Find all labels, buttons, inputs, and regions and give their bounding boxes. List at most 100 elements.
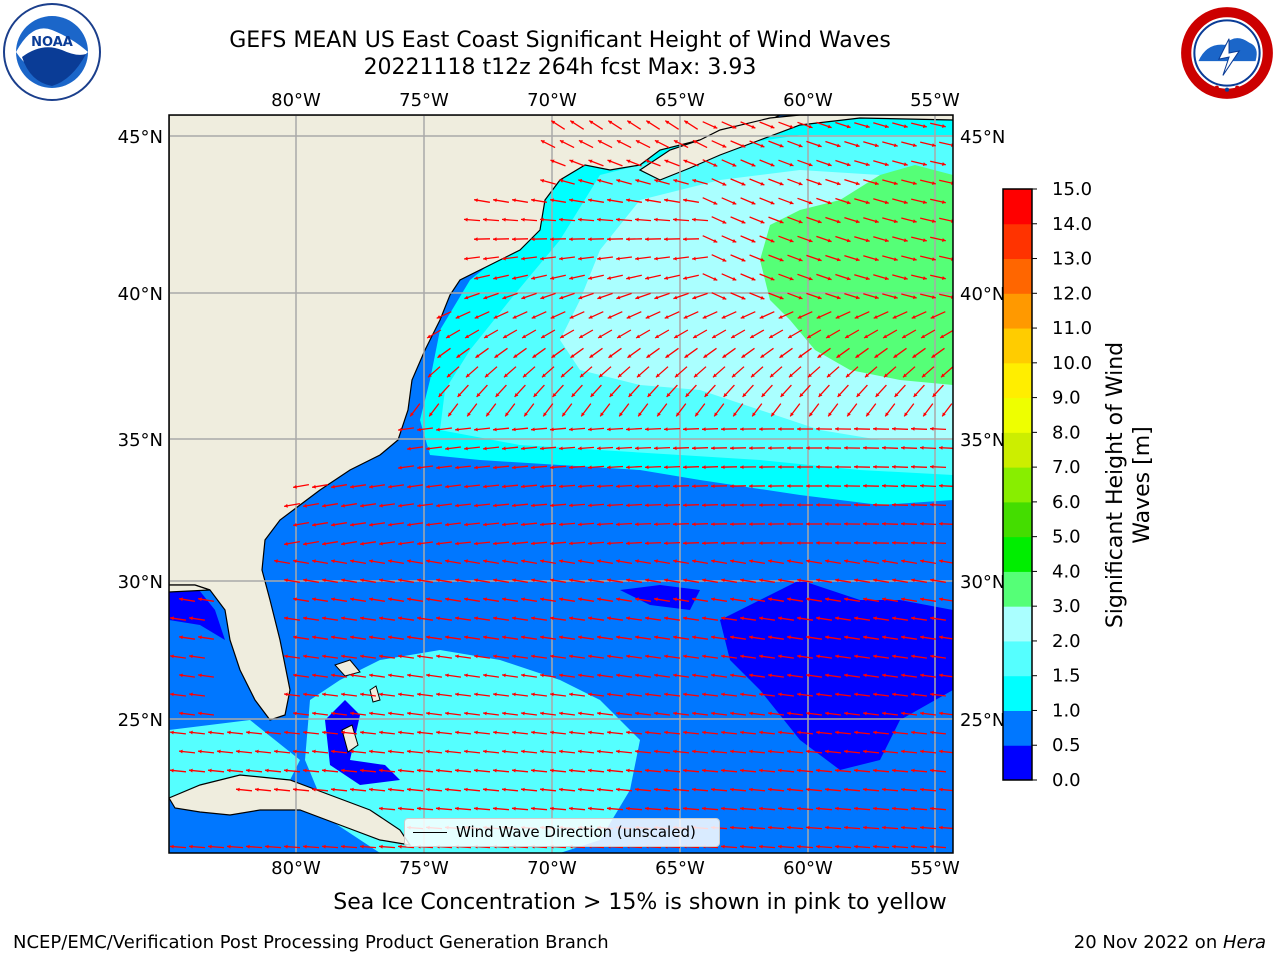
wave-direction-arrowhead xyxy=(930,654,934,659)
wave-direction-arrowhead xyxy=(607,654,611,659)
wave-direction-arrowhead xyxy=(654,673,658,678)
wave-direction-arrowhead xyxy=(778,768,782,773)
wave-direction-arrowhead xyxy=(255,787,259,792)
wave-direction-arrowhead xyxy=(227,844,231,849)
wave-direction-arrowhead xyxy=(787,787,791,792)
wave-direction-arrowhead xyxy=(730,711,734,716)
wave-direction-arrowhead xyxy=(455,692,459,697)
wave-direction-arrowhead xyxy=(768,673,772,678)
wave-direction-arrowhead xyxy=(616,484,620,489)
wave-direction-arrowhead xyxy=(331,484,335,489)
wave-direction-arrowhead xyxy=(616,711,620,716)
lat-tick-right: 40°N xyxy=(960,284,1005,305)
wave-direction-arrowhead xyxy=(931,354,936,358)
wave-direction-arrowhead xyxy=(741,354,746,358)
wave-direction-arrowhead xyxy=(646,120,651,125)
wave-direction-arrowhead xyxy=(749,559,753,564)
wave-direction-arrowhead xyxy=(426,673,430,678)
legend-line-sample xyxy=(413,832,447,833)
wave-direction-arrowhead xyxy=(844,484,848,488)
wave-direction-arrowhead xyxy=(931,257,936,261)
wave-direction-arrowhead xyxy=(702,503,706,508)
wave-direction-arrowhead xyxy=(732,125,737,129)
wave-direction-arrowhead xyxy=(797,578,801,583)
wave-direction-arrowhead xyxy=(920,749,924,754)
wave-direction-arrowhead xyxy=(883,334,888,338)
wave-direction-arrowhead xyxy=(673,673,677,678)
wave-direction-arrowhead xyxy=(417,730,421,735)
wave-direction-arrowhead xyxy=(760,143,765,148)
wave-direction-arrowhead xyxy=(654,559,658,564)
wave-direction-arrowhead xyxy=(531,503,535,508)
wave-direction-arrowhead xyxy=(588,541,592,546)
wave-direction-arrowhead xyxy=(932,393,937,397)
wave-direction-arrowhead xyxy=(474,730,478,735)
lon-tick-bottom: 60°W xyxy=(783,858,833,879)
wave-direction-arrowhead xyxy=(711,711,715,716)
wave-direction-arrowhead xyxy=(636,334,641,338)
wave-direction-arrowhead xyxy=(836,354,841,358)
wave-direction-arrowhead xyxy=(331,559,335,564)
wave-direction-arrowhead xyxy=(863,559,867,564)
wave-direction-arrowhead xyxy=(619,412,623,417)
wave-direction-arrowhead xyxy=(911,730,915,735)
wave-direction-arrowhead xyxy=(713,277,718,281)
wave-direction-arrowhead xyxy=(779,181,784,186)
colorbar-tick-label: 8.0 xyxy=(1052,422,1081,443)
wave-direction-arrowhead xyxy=(312,597,316,602)
wave-direction-arrowhead xyxy=(711,673,715,678)
wave-direction-arrowhead xyxy=(865,200,870,205)
wave-direction-arrowhead xyxy=(920,673,924,678)
wave-direction-arrowhead xyxy=(664,276,669,280)
wave-direction-arrowhead xyxy=(398,616,402,621)
wave-direction-arrowhead xyxy=(920,825,924,830)
wave-direction-arrowhead xyxy=(559,522,563,527)
wave-direction-arrowhead xyxy=(521,597,525,602)
wave-direction-arrowhead xyxy=(198,673,202,678)
wave-direction-arrowhead xyxy=(702,730,706,735)
wave-direction-arrowhead xyxy=(673,140,678,144)
wave-direction-arrowhead xyxy=(806,559,810,564)
wave-direction-arrowhead xyxy=(645,541,649,546)
wave-direction-arrowhead xyxy=(369,673,373,678)
wave-direction-arrowhead xyxy=(284,616,288,621)
wave-direction-arrowhead xyxy=(647,393,652,397)
wave-direction-arrowhead xyxy=(882,787,886,792)
wave-direction-arrowhead xyxy=(721,427,725,431)
wave-direction-arrowhead xyxy=(597,179,602,183)
wave-direction-arrowhead xyxy=(884,276,889,281)
wave-direction-arrowhead xyxy=(873,692,877,697)
wave-direction-arrowhead xyxy=(780,393,785,397)
colorbar-segment xyxy=(1003,293,1032,329)
wave-direction-arrowhead xyxy=(483,635,487,640)
wave-direction-arrowhead xyxy=(751,373,755,378)
wave-direction-arrowhead xyxy=(407,787,411,792)
wave-direction-arrowhead xyxy=(493,237,497,242)
wave-direction-arrowhead xyxy=(740,806,744,811)
wave-direction-arrowhead xyxy=(759,730,763,735)
wave-direction-arrowhead xyxy=(892,616,896,621)
wave-direction-arrowhead xyxy=(475,354,480,358)
wave-direction-arrowhead xyxy=(417,465,421,470)
wave-direction-arrowhead xyxy=(569,806,573,811)
wave-direction-arrowhead xyxy=(808,124,813,129)
wave-direction-arrowhead xyxy=(312,522,316,527)
wave-direction-arrowhead xyxy=(341,654,345,659)
wave-direction-arrowhead xyxy=(588,465,592,470)
wave-direction-arrowhead xyxy=(863,711,867,716)
wave-direction-arrowhead xyxy=(787,711,791,716)
wave-direction-arrowhead xyxy=(578,522,582,527)
wave-direction-arrowhead xyxy=(730,673,734,678)
wave-direction-arrowhead xyxy=(787,635,791,640)
wave-direction-arrowhead xyxy=(227,768,231,773)
wave-direction-arrowhead xyxy=(531,541,535,546)
wave-direction-arrowhead xyxy=(495,393,500,397)
lat-tick-right: 45°N xyxy=(960,127,1005,148)
wave-direction-arrowhead xyxy=(911,426,915,431)
wave-direction-arrowhead xyxy=(312,673,316,678)
wave-direction-arrowhead xyxy=(398,692,402,697)
wave-direction-arrowhead xyxy=(531,578,535,583)
wave-direction-arrowhead xyxy=(521,559,525,564)
wave-direction-arrowhead xyxy=(293,597,297,602)
